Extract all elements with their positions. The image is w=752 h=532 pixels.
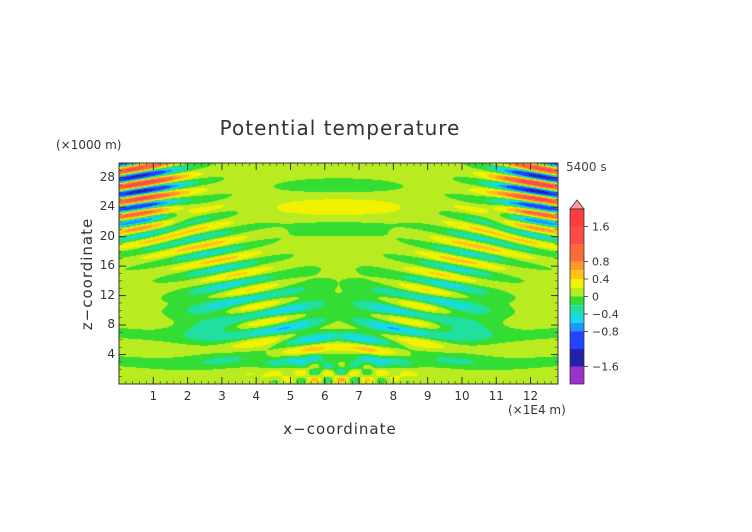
z-axis-unit: (×1000 m) xyxy=(56,138,122,152)
colorbar-level xyxy=(570,261,584,271)
colorbar-level xyxy=(570,349,584,367)
x-tick-label: 8 xyxy=(389,389,398,403)
x-tick-label: 9 xyxy=(423,389,432,403)
colorbar-tick-label: −0.4 xyxy=(592,308,619,321)
colorbar-level xyxy=(570,244,584,262)
x-tick-label: 7 xyxy=(355,389,363,403)
colorbar-tick-label: −1.6 xyxy=(592,361,619,374)
colorbar-level xyxy=(570,305,584,314)
chart-title: Potential temperature xyxy=(219,116,461,140)
colorbar-overflow-triangle xyxy=(569,199,585,210)
x-tick-label: 2 xyxy=(183,389,192,403)
colorbar-tick-label: 1.6 xyxy=(592,221,610,234)
x-axis-unit: (×1E4 m) xyxy=(508,403,566,417)
colorbar-level xyxy=(570,322,584,332)
colorbar-tick-label: −0.8 xyxy=(592,326,619,339)
y-tick-label: 28 xyxy=(99,169,115,184)
colorbar-level xyxy=(570,226,584,244)
x-tick-label: 3 xyxy=(218,389,226,403)
colorbar-level xyxy=(570,366,584,384)
y-tick-label: 8 xyxy=(107,317,115,332)
y-tick-label: 12 xyxy=(99,287,115,302)
colorbar: 1.6 0.8 0.4 0 −0.4 −0.8 −1.6 xyxy=(569,199,619,385)
colorbar-level xyxy=(570,270,584,279)
x-tick-label: 10 xyxy=(454,389,470,403)
y-tick-label: 16 xyxy=(99,258,115,273)
colorbar-level xyxy=(570,314,584,323)
colorbar-tick-label: 0.4 xyxy=(592,273,610,286)
x-axis-label: x−coordinate xyxy=(283,420,397,438)
y-tick-label: 4 xyxy=(107,346,115,361)
y-tick-label: 20 xyxy=(99,228,115,243)
colorbar-level xyxy=(570,287,584,297)
x-tick-label: 6 xyxy=(320,389,329,403)
colorbar-level xyxy=(570,209,584,227)
colorbar-tick-label: 0 xyxy=(592,291,599,304)
x-tick-label: 11 xyxy=(488,389,504,403)
y-tick-label: 24 xyxy=(99,199,115,214)
colorbar-level xyxy=(570,331,584,349)
x-tick-label: 12 xyxy=(522,389,539,403)
colorbar-tick-label: 0.8 xyxy=(592,256,610,269)
heatmap-plot-area xyxy=(119,163,558,384)
time-label: 5400 s xyxy=(566,160,607,174)
x-tick-label: 4 xyxy=(252,389,260,403)
x-tick-label: 5 xyxy=(286,389,295,403)
plot-frame xyxy=(118,162,559,385)
colorbar-level xyxy=(570,296,584,306)
colorbar-level xyxy=(570,279,584,288)
x-tick-label: 1 xyxy=(149,389,158,403)
